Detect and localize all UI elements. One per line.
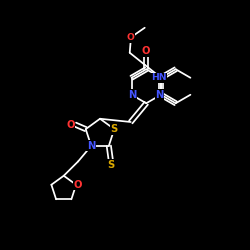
Text: N: N	[128, 90, 137, 100]
Text: O: O	[126, 33, 134, 42]
Text: O: O	[73, 180, 82, 190]
Text: N: N	[87, 141, 95, 151]
Text: N: N	[156, 90, 164, 100]
Text: HN: HN	[151, 73, 167, 82]
Text: S: S	[107, 160, 114, 170]
Text: S: S	[111, 124, 118, 134]
Text: O: O	[66, 120, 75, 130]
Text: O: O	[142, 46, 150, 56]
